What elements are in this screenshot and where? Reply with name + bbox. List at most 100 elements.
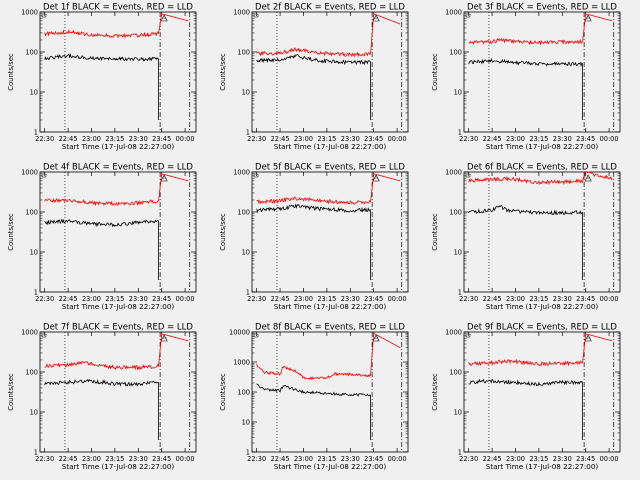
corner-marker-icon — [465, 333, 471, 338]
x-tick-label: 23:00 — [506, 455, 525, 463]
panel-title: Det 2f BLACK = Events, RED = LLD — [255, 3, 405, 13]
x-tick-label: 00:00 — [176, 135, 195, 143]
x-tick-label: 23:15 — [105, 455, 124, 463]
x-tick-label: 00:00 — [388, 295, 407, 303]
y-tick-label: 10 — [454, 248, 462, 256]
y-tick-label: 1000 — [233, 8, 250, 16]
x-tick-label: 23:00 — [294, 295, 313, 303]
plot-frame — [251, 331, 409, 453]
y-tick-label: 1 — [34, 448, 38, 456]
panel-title: Det 1f BLACK = Events, RED = LLD — [43, 3, 193, 13]
x-tick-label: 23:00 — [294, 135, 313, 143]
x-tick-label: 22:45 — [59, 455, 78, 463]
y-tick-label: 1 — [458, 128, 462, 136]
x-axis-label: Start Time (17-Jul-08 22:27:00) — [486, 302, 599, 311]
y-tick-label: 10000 — [229, 328, 250, 336]
series-line-events — [44, 53, 159, 62]
x-axis-label: Start Time (17-Jul-08 22:27:00) — [274, 302, 387, 311]
x-tick-label: 23:15 — [529, 135, 548, 143]
panel-title: Det 6f BLACK = Events, RED = LLD — [467, 163, 617, 173]
x-tick-label: 22:30 — [459, 135, 478, 143]
x-tick-label: 23:45 — [576, 455, 595, 463]
x-axis-label: Start Time (17-Jul-08 22:27:00) — [274, 142, 387, 151]
x-tick-label: 22:30 — [247, 455, 266, 463]
x-tick-label: 23:00 — [82, 295, 101, 303]
y-axis-label: Counts/sec — [7, 213, 15, 251]
series-line-events — [256, 54, 371, 66]
x-tick-label: 23:45 — [152, 295, 171, 303]
series-line-lld — [468, 171, 613, 186]
y-tick-label: 100 — [25, 368, 38, 376]
y-tick-label: 1 — [34, 288, 38, 296]
x-tick-label: 22:45 — [271, 135, 290, 143]
x-tick-label: 22:30 — [35, 295, 54, 303]
x-axis-label: Start Time (17-Jul-08 22:27:00) — [62, 302, 175, 311]
x-tick-label: 23:15 — [317, 135, 336, 143]
triangle-marker-icon — [160, 174, 168, 182]
panel-4f: Det 4f BLACK = Events, RED = LLD 1 10 100 10… — [7, 163, 197, 311]
series-line-lld — [44, 173, 189, 207]
x-tick-label: 23:45 — [364, 135, 383, 143]
y-tick-label: 100 — [449, 368, 462, 376]
x-tick-label: 23:45 — [152, 455, 171, 463]
x-tick-label: 23:15 — [317, 295, 336, 303]
corner-marker-icon — [465, 13, 471, 18]
x-tick-label: 23:00 — [506, 135, 525, 143]
y-tick-label: 10 — [30, 248, 38, 256]
y-tick-label: 1000 — [233, 168, 250, 176]
corner-marker-icon — [41, 173, 47, 178]
plot-frame — [463, 331, 621, 453]
panel-9f: Det 9f BLACK = Events, RED = LLD 1 10 100 10… — [431, 323, 621, 471]
panel-5f: Det 5f BLACK = Events, RED = LLD 1 10 100 10… — [219, 163, 409, 311]
y-tick-label: 10 — [242, 88, 250, 96]
series-line-events — [256, 383, 371, 397]
y-axis-label: Counts/sec — [219, 213, 227, 251]
triangle-marker-icon — [372, 334, 380, 342]
triangle-marker-icon — [584, 14, 592, 22]
y-tick-label: 1 — [458, 288, 462, 296]
corner-marker-icon — [253, 333, 259, 338]
x-tick-label: 23:45 — [364, 455, 383, 463]
x-tick-label: 23:45 — [576, 295, 595, 303]
y-tick-label: 100 — [449, 208, 462, 216]
x-tick-label: 23:30 — [341, 135, 360, 143]
panel-3f: Det 3f BLACK = Events, RED = LLD 1 10 100 10… — [431, 3, 621, 151]
corner-marker-icon — [465, 173, 471, 178]
y-tick-label: 100 — [237, 388, 250, 396]
x-tick-label: 22:45 — [271, 455, 290, 463]
x-tick-label: 22:30 — [247, 135, 266, 143]
series-line-lld — [468, 13, 613, 46]
y-tick-label: 10 — [242, 248, 250, 256]
y-tick-label: 1 — [246, 128, 250, 136]
x-tick-label: 23:30 — [129, 295, 148, 303]
x-tick-label: 22:45 — [483, 135, 502, 143]
panel-6f: Det 6f BLACK = Events, RED = LLD 1 10 100 10… — [431, 163, 621, 311]
x-tick-label: 22:45 — [59, 135, 78, 143]
y-tick-label: 10 — [454, 408, 462, 416]
x-tick-label: 22:45 — [483, 455, 502, 463]
y-axis-label: Counts/sec — [431, 53, 439, 91]
plot-frame — [463, 171, 621, 293]
y-tick-label: 10 — [30, 408, 38, 416]
y-axis-label: Counts/sec — [7, 53, 15, 91]
series-line-events — [468, 378, 583, 387]
panel-title: Det 4f BLACK = Events, RED = LLD — [43, 163, 193, 173]
y-tick-label: 1000 — [445, 8, 462, 16]
panel-title: Det 3f BLACK = Events, RED = LLD — [467, 3, 617, 13]
y-tick-label: 100 — [449, 48, 462, 56]
x-tick-label: 23:45 — [576, 135, 595, 143]
y-tick-label: 1 — [246, 448, 250, 456]
panel-2f: Det 2f BLACK = Events, RED = LLD 1 10 100 10… — [219, 3, 409, 151]
plot-frame — [251, 171, 409, 293]
corner-marker-icon — [253, 13, 259, 18]
x-tick-label: 00:00 — [600, 455, 619, 463]
panel-title: Det 9f BLACK = Events, RED = LLD — [467, 323, 617, 333]
y-tick-label: 100 — [237, 48, 250, 56]
series-line-lld — [44, 13, 189, 39]
x-tick-label: 22:30 — [247, 295, 266, 303]
x-tick-label: 00:00 — [600, 295, 619, 303]
y-tick-label: 1 — [246, 288, 250, 296]
panel-8f: Det 8f BLACK = Events, RED = LLD 1 10 100 10… — [219, 323, 409, 471]
plot-frame — [251, 11, 409, 133]
x-tick-label: 23:30 — [341, 295, 360, 303]
